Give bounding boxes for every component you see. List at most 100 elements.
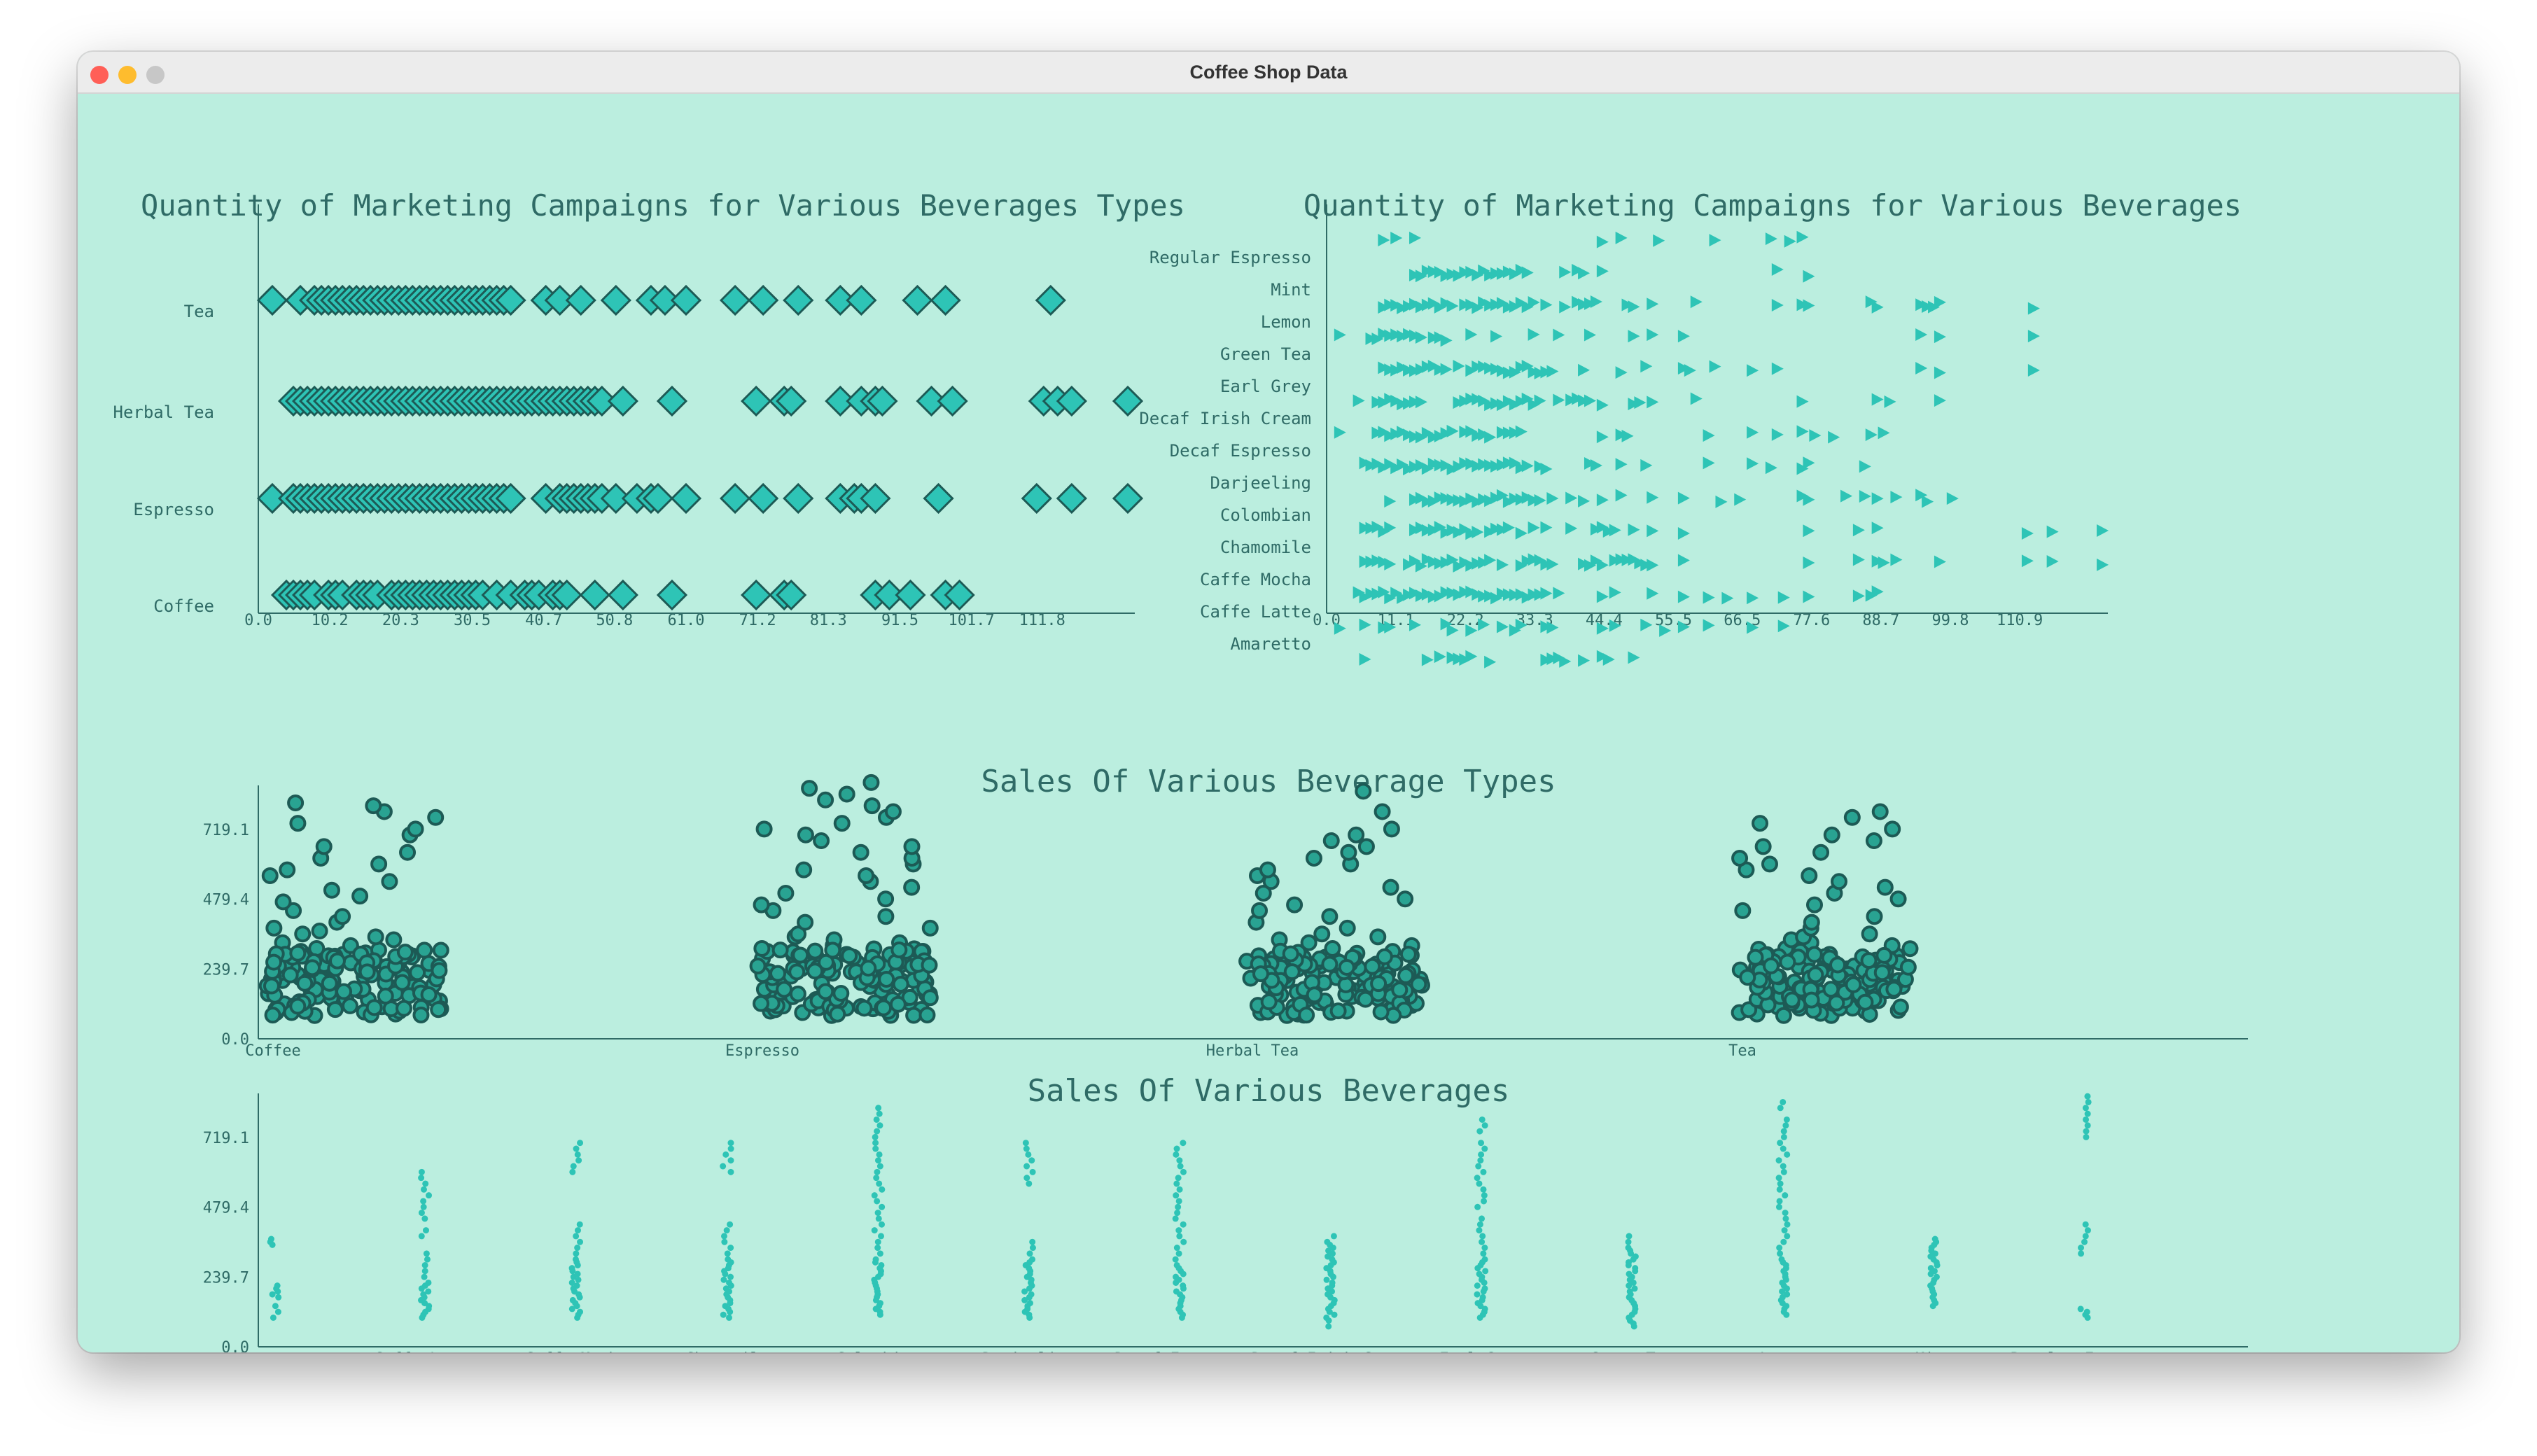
chart2-triangle-marker <box>1546 365 1559 378</box>
chart1-diamond-marker <box>1056 385 1087 417</box>
chart2-triangle-marker <box>1647 491 1659 504</box>
chart4-dot-marker <box>1029 1245 1036 1252</box>
chart1-x-tick-label: 61.0 <box>667 612 704 629</box>
chart2-triangle-marker <box>1659 624 1672 637</box>
chart2-triangle-marker <box>1334 622 1346 635</box>
chart2-triangle-marker <box>1397 426 1409 439</box>
chart2-triangle-marker <box>1459 585 1472 598</box>
chart4-dot-marker <box>2078 1250 2085 1257</box>
chart2-triangle-marker <box>1528 493 1540 507</box>
chart2-triangle-marker <box>1528 296 1540 309</box>
zoom-window-button[interactable] <box>146 66 165 84</box>
chart2-triangle-marker <box>1440 363 1453 376</box>
chart2-triangle-marker <box>1640 559 1653 572</box>
chart4-dot-marker <box>573 1282 580 1289</box>
chart2-triangle-marker <box>1446 651 1459 664</box>
chart2-triangle-marker <box>1565 522 1578 535</box>
chart1-diamond-marker <box>1021 482 1052 514</box>
chart2-triangle-marker <box>1496 297 1509 310</box>
chart3-circle-marker <box>903 838 921 855</box>
chart3-circle-marker <box>1866 908 1883 925</box>
chart2-triangle-marker <box>1852 553 1865 566</box>
chart2-triangle-marker <box>1521 459 1534 472</box>
chart2-triangle-marker <box>1446 524 1459 537</box>
chart3-circle-marker <box>416 941 433 959</box>
chart2-triangle-marker <box>1496 558 1509 571</box>
chart3-circle-marker <box>833 815 851 832</box>
chart2-triangle-marker <box>1559 265 1572 279</box>
chart2-triangle-marker <box>1584 297 1596 310</box>
chart4-dot-marker <box>1784 1233 1791 1240</box>
chart3-circle-marker <box>890 941 908 959</box>
chart3-circle-marker <box>1885 981 1903 998</box>
chart4-dot-marker <box>1479 1238 1486 1245</box>
chart3-circle-marker <box>841 947 858 965</box>
chart3-circle-marker <box>892 976 909 993</box>
chart3-circle-marker <box>1370 975 1388 993</box>
chart1-diamond-marker <box>930 284 961 316</box>
chart2-triangle-marker <box>1922 495 1934 508</box>
chart2-triangle-marker <box>1465 559 1478 572</box>
chart4-dot-marker <box>1775 1175 1782 1182</box>
chart2-triangle-marker <box>1865 295 1878 309</box>
chart2-triangle-marker <box>1378 301 1390 314</box>
chart4-dot-marker <box>420 1291 427 1298</box>
chart3-circle-marker <box>1783 991 1801 1009</box>
chart4-dot-marker <box>722 1285 729 1292</box>
chart2-triangle-marker <box>1427 331 1440 344</box>
chart2-triangle-marker <box>1502 521 1515 534</box>
chart4-dot-marker <box>418 1168 425 1175</box>
chart2-triangle-marker <box>1409 524 1421 537</box>
chart1-diamond-marker <box>719 284 751 316</box>
chart2-y-tick-label: Earl Grey <box>1220 377 1311 396</box>
chart2-triangle-marker <box>1378 361 1390 374</box>
chart2-triangle-marker <box>1421 426 1434 440</box>
chart2-triangle-marker <box>1434 265 1446 279</box>
chart2-triangle-marker <box>1540 298 1553 312</box>
chart4-dot-marker <box>1480 1250 1487 1257</box>
chart4-dot-marker <box>573 1250 580 1257</box>
chart3-circle-marker <box>1775 1007 1792 1024</box>
chart4-dot-marker <box>727 1221 734 1228</box>
chart2-triangle-marker <box>1384 329 1397 342</box>
chart2-triangle-marker <box>1409 618 1421 631</box>
chart2-triangle-marker <box>1434 458 1446 472</box>
chart1-diamond-marker <box>579 579 610 611</box>
chart4-dot-marker <box>2083 1128 2090 1135</box>
chart2-triangle-marker <box>1409 268 1421 281</box>
chart3-y-tick-label: 719.1 <box>203 822 249 839</box>
chart1-diamond-marker <box>1035 284 1066 316</box>
chart4-dot-marker <box>2083 1116 2090 1123</box>
chart2-triangle-marker <box>1446 553 1459 566</box>
chart4-dot-marker <box>873 1116 880 1123</box>
chart2-triangle-marker <box>1602 525 1615 538</box>
chart2-triangle-marker <box>1415 396 1427 409</box>
chart2-triangle-marker <box>1777 591 1790 604</box>
chart2-triangle-marker <box>1540 653 1553 666</box>
chart2-triangle-marker <box>1747 364 1759 377</box>
chart3-circle-marker <box>901 988 918 1006</box>
chart4-dot-marker <box>568 1279 575 1286</box>
close-window-button[interactable] <box>90 66 109 84</box>
chart2-triangle-marker <box>1403 328 1416 341</box>
chart3-title: Sales Of Various Beverage Types <box>981 764 1556 799</box>
chart2-triangle-marker <box>1378 461 1390 474</box>
chart2-triangle-marker <box>1859 460 1871 473</box>
chart2-triangle-marker <box>1415 491 1427 505</box>
chart2-triangle-marker <box>1459 556 1472 569</box>
chart2-triangle-marker <box>1390 231 1403 244</box>
minimize-window-button[interactable] <box>118 66 137 84</box>
chart2-triangle-marker <box>1647 396 1659 409</box>
chart2-triangle-marker <box>1472 301 1484 314</box>
chart2-triangle-marker <box>1472 268 1484 281</box>
chart4-dot-marker <box>1479 1116 1486 1123</box>
chart3-circle-marker <box>1889 890 1907 908</box>
charts-canvas: Quantity of Marketing Campaigns for Vari… <box>113 188 2248 1352</box>
chart2-triangle-marker <box>1446 624 1459 637</box>
chart4-dot-marker <box>1777 1250 1784 1257</box>
chart3-circle-marker <box>829 1005 846 1023</box>
chart4-dot-marker <box>1479 1294 1486 1301</box>
chart2-triangle-marker <box>1415 430 1427 444</box>
chart2-triangle-marker <box>1496 458 1509 472</box>
chart2-triangle-marker <box>1621 298 1634 312</box>
